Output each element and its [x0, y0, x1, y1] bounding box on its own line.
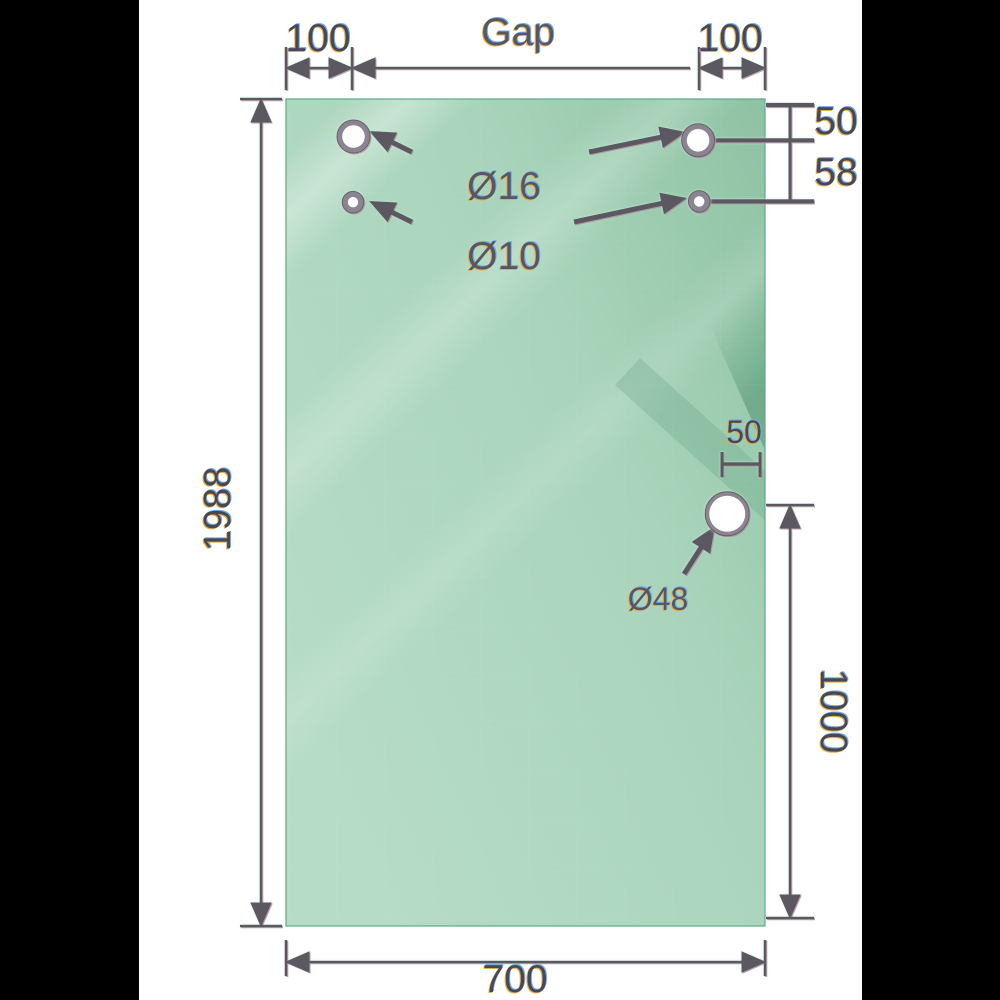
svg-text:Ø10: Ø10	[467, 235, 541, 278]
svg-text:1988: 1988	[197, 467, 239, 552]
svg-text:58: 58	[814, 151, 857, 194]
svg-text:700: 700	[482, 958, 547, 1000]
svg-text:50: 50	[726, 414, 762, 450]
svg-text:100: 100	[285, 17, 350, 60]
svg-text:Ø48: Ø48	[628, 581, 688, 617]
svg-text:1000: 1000	[812, 669, 854, 754]
svg-text:100: 100	[697, 17, 762, 60]
svg-text:Ø16: Ø16	[467, 165, 541, 208]
svg-text:Gap: Gap	[481, 11, 555, 54]
svg-text:50: 50	[814, 100, 857, 143]
